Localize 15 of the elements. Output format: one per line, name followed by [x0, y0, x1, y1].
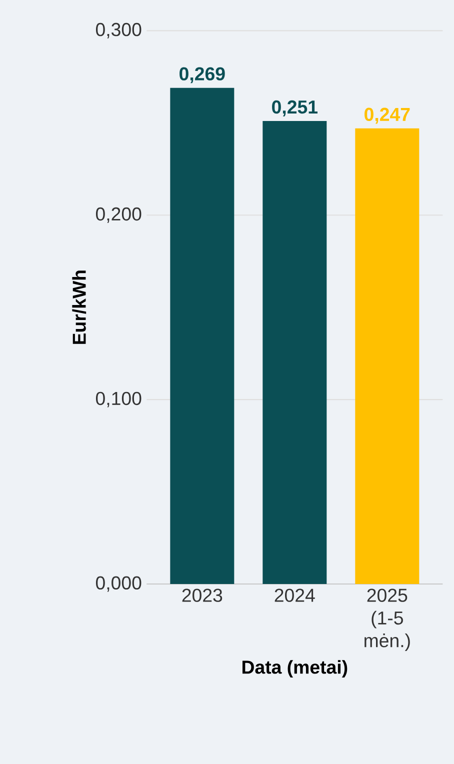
- x-axis-title: Data (metai): [242, 660, 348, 678]
- bar: [170, 88, 234, 584]
- bar: [262, 121, 327, 584]
- x-tick-label: 2023: [182, 588, 222, 602]
- y-tick-label: 0,300: [96, 22, 142, 38]
- y-tick-label: 0,200: [96, 207, 142, 223]
- data-label: 0,247: [364, 108, 410, 124]
- x-tick-label: 2024: [274, 588, 315, 602]
- bar: [355, 128, 420, 584]
- data-label: 0,251: [272, 100, 318, 116]
- x-tick-label: 2025 (1-5 mėn.): [364, 588, 410, 651]
- y-tick-label: 0,100: [96, 392, 142, 408]
- y-tick-label: 0,000: [96, 576, 142, 592]
- data-label: 0,269: [180, 67, 225, 84]
- y-axis-title: Eur/kWh: [72, 270, 86, 344]
